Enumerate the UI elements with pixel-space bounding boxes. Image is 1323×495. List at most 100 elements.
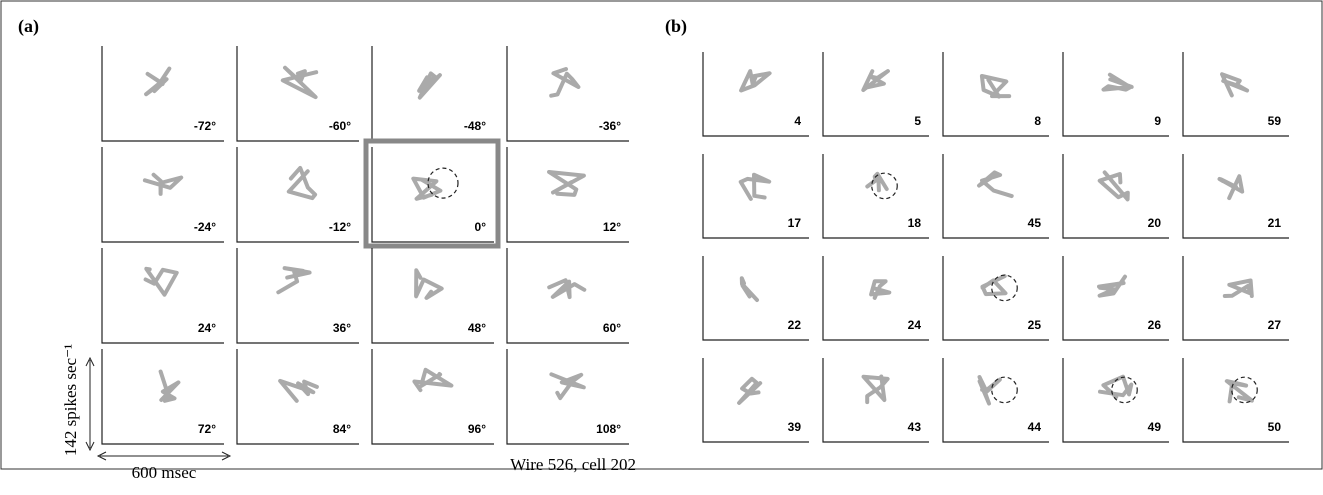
axes: [822, 52, 929, 137]
highlight-circle: [1231, 376, 1258, 404]
wire-shape: [144, 66, 172, 97]
cell: 27: [1182, 256, 1289, 341]
wire-shape: [411, 176, 443, 201]
cell-label: 24: [908, 318, 922, 332]
axes: [101, 46, 224, 142]
cell-label: -48°: [464, 119, 486, 133]
cell: 25: [942, 256, 1049, 341]
axes: [101, 248, 224, 344]
cell-label: 60°: [603, 321, 621, 335]
cell-label: 4: [794, 114, 801, 128]
wire-shape: [977, 375, 1002, 406]
panel-label: (b): [665, 16, 687, 37]
cell: -36°: [506, 46, 629, 142]
wire-shape: [547, 278, 587, 300]
cell-label: 72°: [198, 422, 216, 436]
frame: [0, 0, 1323, 470]
cell-label: 50: [1268, 420, 1282, 434]
cell: 48°: [371, 248, 494, 344]
axes: [1182, 52, 1289, 137]
axes: [1062, 52, 1169, 137]
cell: 96°: [371, 349, 494, 445]
cell-label: -72°: [194, 119, 216, 133]
x-scale-label: 600 msec: [132, 463, 197, 482]
cell: 49: [1062, 358, 1169, 443]
axes: [506, 248, 629, 344]
scale-bar-x: 600 msec: [96, 451, 232, 482]
wire-shape: [280, 65, 319, 100]
axes: [942, 52, 1049, 137]
cell: 5: [822, 52, 929, 137]
axes: [822, 358, 929, 443]
highlight-circle: [991, 274, 1018, 302]
cell-label: 20: [1148, 216, 1162, 230]
wire-shape: [1224, 379, 1254, 404]
cell-label: -60°: [329, 119, 351, 133]
cell-label: 39: [788, 420, 802, 434]
cell: 22: [702, 256, 809, 341]
cell: -12°: [236, 147, 359, 243]
cell: 17: [702, 154, 809, 239]
axes: [702, 154, 809, 239]
cell: -60°: [236, 46, 359, 142]
cell-label: 108°: [596, 422, 621, 436]
axes: [1062, 358, 1169, 443]
cell: 12°: [506, 147, 629, 243]
cell: 20: [1062, 154, 1169, 239]
axes: [1182, 256, 1289, 341]
wire-shape: [861, 374, 890, 405]
arrow-head: [96, 451, 232, 461]
scale-bar-y: 142 spikes sec⁻¹: [61, 344, 95, 456]
cell-label: 26: [1148, 318, 1162, 332]
wire-shape: [278, 378, 319, 403]
cell-label: 44: [1028, 420, 1042, 434]
cell-label: 48°: [468, 321, 486, 335]
cell-label: 36°: [333, 321, 351, 335]
cell-label: 96°: [468, 422, 486, 436]
arrow-head: [85, 356, 95, 452]
wire-shape: [738, 172, 772, 201]
cell: 24°: [101, 248, 224, 344]
wire-shape: [1097, 274, 1127, 298]
cell-label: -36°: [599, 119, 621, 133]
wire-shape: [737, 376, 763, 405]
wire-shape: [739, 276, 759, 302]
cell: 59: [1182, 52, 1289, 137]
axes: [942, 358, 1049, 443]
axes: [1182, 358, 1289, 443]
axes: [1182, 154, 1289, 239]
axes: [1062, 154, 1169, 239]
wire-shape: [414, 268, 444, 300]
wire-shape: [142, 172, 184, 196]
cell: 43: [822, 358, 929, 443]
axes: [101, 349, 224, 445]
cell-label: 5: [914, 114, 921, 128]
cell: 18: [822, 154, 929, 239]
highlight-box: [363, 138, 501, 249]
cell-label: 22: [788, 318, 802, 332]
wire-shape: [549, 67, 581, 98]
axes: [101, 147, 224, 243]
wire-shape: [865, 171, 889, 193]
axes: [702, 358, 809, 443]
axes: [822, 154, 929, 239]
cell: -48°: [371, 46, 494, 142]
axes: [236, 248, 359, 344]
cell-label: 0°: [475, 220, 487, 234]
cell: 4: [702, 52, 809, 137]
wire-shape: [861, 69, 890, 93]
wire-shape: [547, 170, 586, 197]
wire-shape: [980, 274, 1008, 297]
wire-shape: [979, 74, 1012, 99]
cell: 45: [942, 154, 1049, 239]
wire-shape: [1217, 174, 1245, 201]
cell-label: 27: [1268, 318, 1282, 332]
cell: 39: [702, 358, 809, 443]
axes: [506, 46, 629, 142]
wire-shape: [276, 266, 312, 295]
cell-label: 17: [788, 216, 802, 230]
cell-label: 43: [908, 420, 922, 434]
highlight-circle: [991, 376, 1018, 404]
cell-label: 45: [1028, 216, 1042, 230]
